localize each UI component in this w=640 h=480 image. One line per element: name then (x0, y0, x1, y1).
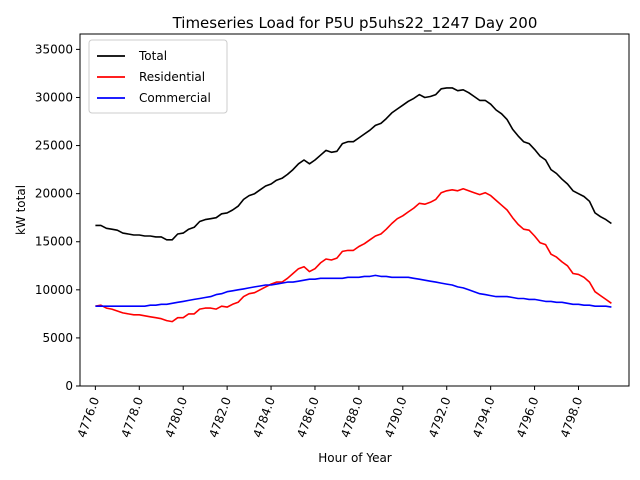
y-tick-label: 25000 (35, 139, 73, 153)
plot-frame (79, 33, 630, 387)
y-tick-label: 0 (65, 379, 73, 393)
legend: Total Residential Commercial (88, 39, 228, 114)
y-axis: 0 5000 10000 15000 20000 25000 30000 35000 (35, 42, 80, 393)
y-tick-label: 20000 (35, 187, 73, 201)
y-tick-label: 15000 (35, 235, 73, 249)
y-tick-label: 35000 (35, 42, 73, 56)
x-axis-label: Hour of Year (318, 451, 392, 465)
y-axis-label: kW total (14, 185, 28, 235)
series-line-residential (95, 188, 612, 323)
legend-box (88, 39, 228, 114)
series-line-total (95, 87, 612, 241)
y-tick-label: 10000 (35, 283, 73, 297)
legend-label-residential: Residential (139, 70, 205, 84)
series-line-commercial (95, 274, 612, 308)
legend-label-total: Total (138, 49, 167, 63)
y-tick-label: 30000 (35, 90, 73, 104)
chart-title: Timeseries Load for P5U p5uhs22_1247 Day… (172, 14, 538, 33)
legend-label-commercial: Commercial (139, 91, 211, 105)
plot-lines (95, 87, 612, 323)
y-tick-label: 5000 (42, 331, 73, 345)
